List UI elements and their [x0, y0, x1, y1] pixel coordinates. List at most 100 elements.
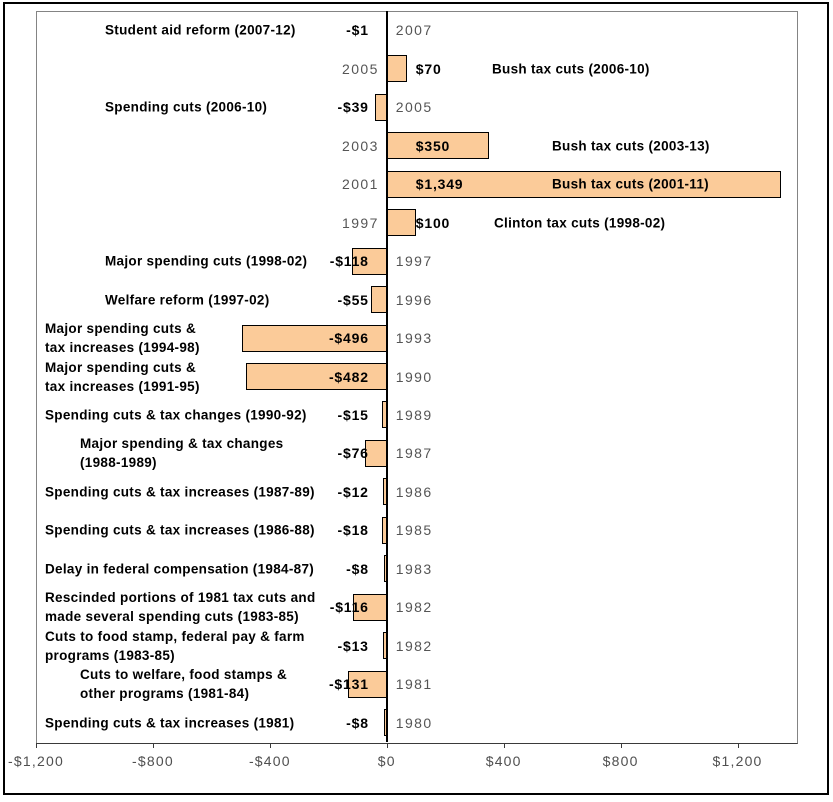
bar-year-label: 1990 [395, 368, 433, 385]
bar-row-2005 [375, 93, 387, 121]
bar-description-line: Cuts to food stamp, federal pay & farm [45, 628, 305, 644]
bar-year-label: 1987 [395, 445, 433, 462]
bar-description: Clinton tax cuts (1998-02) [494, 213, 665, 232]
bar-description: Major spending cuts & tax increases (1991… [45, 358, 200, 396]
bar-value-label: -$131 [328, 676, 369, 693]
bar-row-1981 [348, 670, 387, 698]
bar-value-label: -$12 [337, 483, 369, 500]
bar-value-label: -$15 [337, 406, 369, 423]
bar-value-label: -$8 [346, 560, 369, 577]
bar-row-1983 [384, 555, 387, 583]
bar-description: Rescinded portions of 1981 tax cuts and m… [45, 588, 316, 626]
x-axis-tick-label: $800 [602, 753, 639, 769]
x-axis-tick-label: -$1,200 [8, 753, 64, 769]
bar-row-1997 [386, 209, 416, 237]
bar-year-label: 1986 [395, 483, 433, 500]
x-axis-tick-label: -$800 [132, 753, 174, 769]
bar-description: Major spending & tax changes (1988-1989) [80, 434, 283, 472]
bar-row-1987 [364, 439, 387, 467]
bar-row-1997 [352, 247, 387, 275]
bar-row-1990 [245, 363, 387, 390]
bar-description: Delay in federal compensation (1984-87) [45, 559, 314, 578]
bar-year-label: 2003 [342, 137, 379, 154]
bar-year-label: 2005 [395, 99, 433, 116]
bar-year-label: 1997 [342, 214, 379, 231]
bar-description: Cuts to welfare, food stamps & other prog… [80, 665, 287, 703]
bar-description-line: Bush tax cuts (2001-11) [552, 176, 709, 192]
bar-description-line: Delay in federal compensation (1984-87) [45, 561, 315, 577]
bar-year-label: 1985 [395, 522, 433, 539]
bar-description-line: Student aid reform (2007-12) [105, 22, 296, 38]
bar-description-line: Bush tax cuts (2003-13) [552, 138, 710, 154]
bar-row-1982 [382, 632, 387, 660]
x-axis-tick-label: $400 [485, 753, 522, 769]
bar-description-line: Spending cuts & tax increases (1987-89) [45, 484, 315, 500]
bar-year-label: 1981 [395, 676, 433, 693]
x-axis-tick [386, 743, 388, 748]
x-axis-tick [620, 743, 622, 748]
bar-description: Spending cuts & tax increases (1986-88) [45, 521, 315, 540]
x-axis-tick [36, 743, 37, 748]
bar-description: Welfare reform (1997-02) [105, 290, 270, 309]
bar-description-line: Major spending & tax changes [80, 436, 284, 452]
bar-description-line: Major spending cuts (1998-02) [105, 253, 308, 269]
bar-value-label: -$18 [337, 522, 369, 539]
bar-value-label: -$118 [329, 253, 369, 270]
bar-row-2001 [386, 170, 782, 198]
bar-year-label: 1993 [395, 330, 433, 347]
bar-year-label: 2001 [342, 176, 379, 193]
bar-row-1993 [241, 324, 387, 352]
bar-description-line: Major spending cuts & [45, 359, 197, 375]
bar-row-1982 [352, 593, 387, 621]
bar-description-line: made several spending cuts (1983-85) [45, 609, 299, 625]
bar-description: Student aid reform (2007-12) [105, 21, 296, 40]
bar-description: Spending cuts & tax increases (1987-89) [45, 482, 315, 501]
bar-value-label: -$482 [328, 368, 369, 385]
bar-description-line: Welfare reform (1997-02) [105, 292, 270, 308]
bar-value-label: -$39 [337, 99, 369, 116]
bar-year-label: 2005 [342, 60, 379, 77]
bar-year-label: 1980 [395, 714, 433, 731]
bar-description-line: Clinton tax cuts (1998-02) [494, 215, 666, 231]
x-axis-tick [737, 743, 739, 748]
bar-row-2005 [386, 55, 408, 83]
bar-value-label: $1,349 [415, 176, 464, 193]
bar-description-line: tax increases (1991-95) [45, 378, 200, 394]
bar-description: Major spending cuts (1998-02) [105, 252, 307, 271]
bar-year-label: 1983 [395, 560, 433, 577]
x-axis-tick-label: -$400 [248, 753, 291, 769]
bar-year-label: 1997 [395, 253, 433, 270]
bar-description-line: Bush tax cuts (2006-10) [492, 61, 650, 77]
bar-description-line: Rescinded portions of 1981 tax cuts and [45, 590, 316, 606]
bar-description: Spending cuts & tax changes (1990-92) [45, 405, 307, 424]
bar-year-label: 1982 [395, 637, 433, 654]
x-axis-tick-label: $1,200 [712, 753, 763, 769]
bar-description-line: Spending cuts & tax changes (1990-92) [45, 407, 307, 423]
bar-value-label: -$55 [337, 291, 369, 308]
bar-description-line: other programs (1981-84) [80, 686, 250, 702]
bar-row-1980 [384, 709, 387, 737]
bar-value-label: -$8 [346, 714, 369, 731]
bar-description: Spending cuts & tax increases (1981) [45, 713, 294, 732]
bar-description: Bush tax cuts (2001-11) [552, 175, 709, 194]
bar-year-label: 2007 [395, 22, 433, 39]
bar-description: Cuts to food stamp, federal pay & farm pr… [45, 627, 305, 665]
bar-description-line: Spending cuts (2006-10) [105, 99, 268, 115]
bar-value-label: $70 [415, 60, 442, 77]
bar-value-label: $100 [415, 214, 451, 231]
bar-description-line: (1988-1989) [80, 455, 157, 471]
x-axis-tick [269, 743, 271, 748]
bar-value-label: -$116 [329, 599, 369, 616]
bar-row-1989 [382, 401, 387, 429]
bar-value-label: $350 [415, 137, 451, 154]
bar-row-1985 [381, 516, 387, 544]
bar-description-line: Spending cuts & tax increases (1986-88) [45, 522, 315, 538]
bar-row-2007 [386, 16, 389, 44]
bar-description: Bush tax cuts (2006-10) [492, 59, 650, 78]
bar-description-line: programs (1983-85) [45, 647, 175, 663]
bar-value-label: -$13 [337, 637, 369, 654]
bar-description-line: Cuts to welfare, food stamps & [80, 667, 288, 683]
bar-year-label: 1982 [395, 599, 433, 616]
bar-description: Spending cuts (2006-10) [105, 98, 267, 117]
